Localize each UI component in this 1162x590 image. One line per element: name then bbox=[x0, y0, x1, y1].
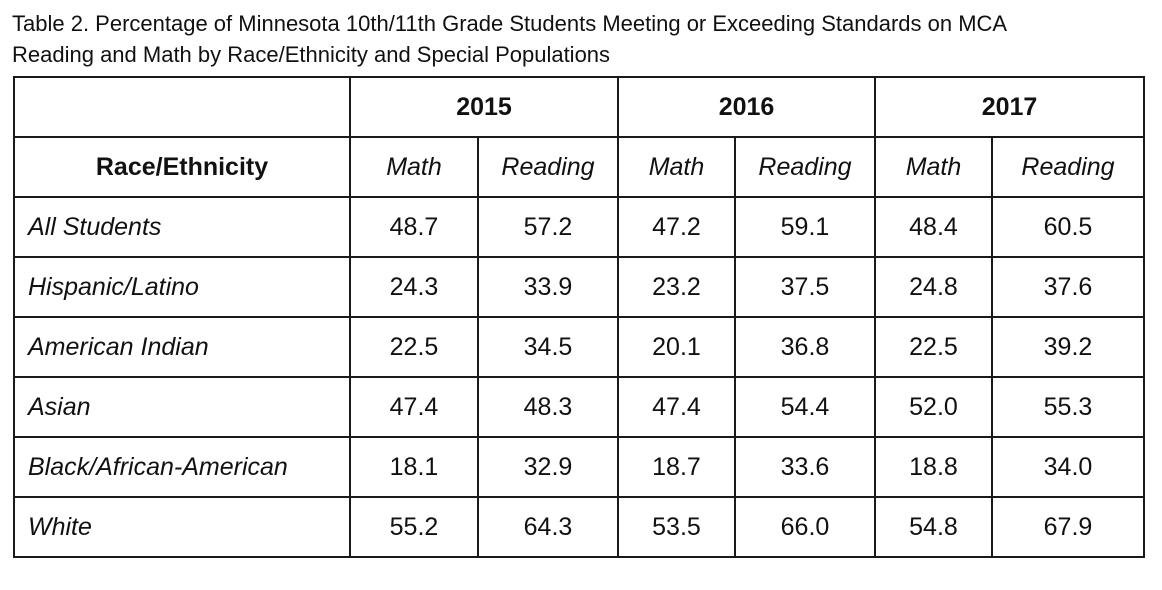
year-header-2015: 2015 bbox=[349, 76, 619, 138]
table-cell: 47.2 bbox=[617, 196, 736, 258]
row-label: Black/African-American bbox=[13, 436, 351, 498]
empty-corner-cell bbox=[13, 76, 351, 138]
table-cell: 32.9 bbox=[477, 436, 619, 498]
table-cell: 34.5 bbox=[477, 316, 619, 378]
table-cell: 22.5 bbox=[874, 316, 993, 378]
table-row: Hispanic/Latino 24.3 33.9 23.2 37.5 24.8… bbox=[13, 256, 1145, 318]
table-cell: 37.6 bbox=[991, 256, 1145, 318]
subheader-math: Math bbox=[874, 136, 993, 198]
table-cell: 48.4 bbox=[874, 196, 993, 258]
table-cell: 22.5 bbox=[349, 316, 479, 378]
row-label: American Indian bbox=[13, 316, 351, 378]
table-cell: 59.1 bbox=[734, 196, 876, 258]
table-cell: 60.5 bbox=[991, 196, 1145, 258]
race-ethnicity-header: Race/Ethnicity bbox=[13, 136, 351, 198]
table-cell: 64.3 bbox=[477, 496, 619, 558]
table-cell: 53.5 bbox=[617, 496, 736, 558]
table-row: White 55.2 64.3 53.5 66.0 54.8 67.9 bbox=[13, 496, 1145, 558]
subheader-reading: Reading bbox=[991, 136, 1145, 198]
table-cell: 18.8 bbox=[874, 436, 993, 498]
table-cell: 37.5 bbox=[734, 256, 876, 318]
table-caption: Table 2. Percentage of Minnesota 10th/11… bbox=[12, 8, 1152, 70]
row-label: Hispanic/Latino bbox=[13, 256, 351, 318]
table-cell: 55.3 bbox=[991, 376, 1145, 438]
standards-table: 2015 2016 2017 Race/Ethnicity Math Readi… bbox=[13, 76, 1145, 558]
subheader-reading: Reading bbox=[477, 136, 619, 198]
year-header-2016: 2016 bbox=[617, 76, 876, 138]
table-cell: 57.2 bbox=[477, 196, 619, 258]
table-cell: 47.4 bbox=[349, 376, 479, 438]
table-cell: 18.7 bbox=[617, 436, 736, 498]
table-cell: 23.2 bbox=[617, 256, 736, 318]
table-cell: 33.6 bbox=[734, 436, 876, 498]
year-header-row: 2015 2016 2017 bbox=[13, 76, 1145, 138]
caption-line-2: Reading and Math by Race/Ethnicity and S… bbox=[12, 42, 611, 67]
table-row: All Students 48.7 57.2 47.2 59.1 48.4 60… bbox=[13, 196, 1145, 258]
table-cell: 67.9 bbox=[991, 496, 1145, 558]
subheader-row: Race/Ethnicity Math Reading Math Reading… bbox=[13, 136, 1145, 198]
table-cell: 48.3 bbox=[477, 376, 619, 438]
year-header-2017: 2017 bbox=[874, 76, 1145, 138]
table-cell: 66.0 bbox=[734, 496, 876, 558]
table-cell: 54.4 bbox=[734, 376, 876, 438]
table-cell: 36.8 bbox=[734, 316, 876, 378]
subheader-reading: Reading bbox=[734, 136, 876, 198]
table-cell: 24.3 bbox=[349, 256, 479, 318]
row-label: Asian bbox=[13, 376, 351, 438]
table-cell: 20.1 bbox=[617, 316, 736, 378]
table-cell: 24.8 bbox=[874, 256, 993, 318]
table-cell: 52.0 bbox=[874, 376, 993, 438]
caption-line-1: Table 2. Percentage of Minnesota 10th/11… bbox=[12, 11, 1008, 36]
table-row: Asian 47.4 48.3 47.4 54.4 52.0 55.3 bbox=[13, 376, 1145, 438]
table-cell: 48.7 bbox=[349, 196, 479, 258]
table-cell: 39.2 bbox=[991, 316, 1145, 378]
subheader-math: Math bbox=[349, 136, 479, 198]
table-cell: 55.2 bbox=[349, 496, 479, 558]
subheader-math: Math bbox=[617, 136, 736, 198]
table-cell: 54.8 bbox=[874, 496, 993, 558]
row-label: All Students bbox=[13, 196, 351, 258]
table-cell: 47.4 bbox=[617, 376, 736, 438]
table-cell: 33.9 bbox=[477, 256, 619, 318]
table-row: Black/African-American 18.1 32.9 18.7 33… bbox=[13, 436, 1145, 498]
table-row: American Indian 22.5 34.5 20.1 36.8 22.5… bbox=[13, 316, 1145, 378]
row-label: White bbox=[13, 496, 351, 558]
table-cell: 34.0 bbox=[991, 436, 1145, 498]
table-cell: 18.1 bbox=[349, 436, 479, 498]
